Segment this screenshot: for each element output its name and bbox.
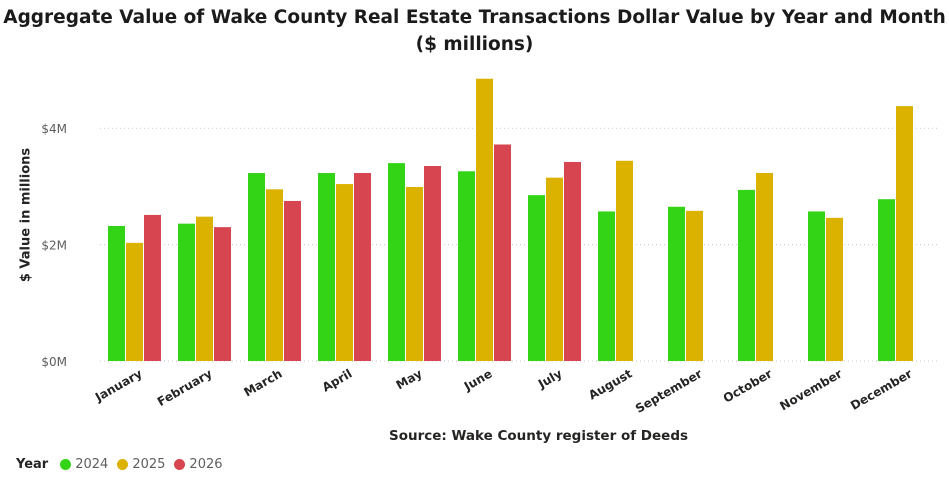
legend-marker-2024 (60, 459, 72, 470)
x-tick-label: November (777, 366, 844, 413)
x-tick-label: August (586, 366, 635, 402)
x-tick-label: September (633, 366, 705, 415)
legend-marker-2026 (174, 459, 186, 470)
legend-item-2024[interactable]: 2024 (60, 457, 108, 472)
bar-2024-september[interactable] (668, 206, 685, 361)
bar-2024-december[interactable] (878, 199, 895, 361)
bar-2025-november[interactable] (826, 217, 843, 361)
legend-title: Year (16, 457, 49, 472)
bar-2025-march[interactable] (266, 189, 283, 361)
legend-item-2026[interactable]: 2026 (174, 457, 223, 472)
x-tick-label: June (461, 366, 495, 393)
y-tick-label: $4M (41, 122, 67, 136)
bar-2025-june[interactable] (476, 78, 493, 361)
legend-label-2025: 2025 (132, 457, 166, 472)
x-tick-label: May (394, 366, 425, 392)
bar-2026-february[interactable] (214, 227, 231, 361)
bar-2024-october[interactable] (738, 189, 755, 361)
legend-item-2025[interactable]: 2025 (117, 457, 165, 472)
bar-2026-april[interactable] (354, 173, 371, 361)
legend-marker-2025 (117, 459, 129, 470)
x-tick-label: February (155, 366, 215, 409)
bar-2024-november[interactable] (808, 211, 825, 361)
x-tick-label: January (92, 366, 145, 404)
legend-label-2024: 2024 (75, 457, 109, 472)
bar-2024-january[interactable] (108, 225, 125, 361)
bar-2025-october[interactable] (756, 173, 773, 361)
bar-2024-february[interactable] (178, 223, 195, 361)
bar-2026-july[interactable] (564, 161, 581, 361)
bar-2025-may[interactable] (406, 186, 423, 361)
bar-2025-july[interactable] (546, 177, 563, 361)
y-tick-label: $2M (41, 239, 67, 253)
chart-title: Aggregate Value of Wake County Real Esta… (3, 7, 946, 55)
bar-chart: $0M $2M $4M January February March April May Jun… (41, 78, 940, 416)
bar-2025-december[interactable] (896, 106, 913, 361)
legend-label-2026: 2026 (189, 457, 223, 472)
bar-2024-may[interactable] (388, 163, 405, 361)
x-tick-label: July (535, 366, 565, 391)
x-tick-label: April (320, 366, 355, 394)
bar-2025-april[interactable] (336, 184, 353, 361)
x-tick-label: December (848, 366, 914, 412)
y-tick-label: $0M (41, 355, 67, 369)
bar-2026-january[interactable] (144, 214, 161, 361)
legend: Year 2024 2025 2026 (16, 457, 232, 472)
x-axis-label: Source: Wake County register of Deeds (388, 428, 689, 444)
bar-2024-april[interactable] (318, 173, 335, 361)
bar-2026-march[interactable] (284, 200, 301, 361)
bar-2026-may[interactable] (424, 166, 441, 361)
bar-2024-june[interactable] (458, 171, 475, 361)
bar-2024-august[interactable] (598, 211, 615, 361)
bar-2026-june[interactable] (494, 144, 511, 361)
bar-2025-february[interactable] (196, 216, 213, 361)
x-tick-label: March (241, 366, 284, 399)
bar-2024-july[interactable] (528, 195, 545, 361)
bar-2025-january[interactable] (126, 242, 143, 361)
bar-2024-march[interactable] (248, 173, 265, 361)
x-tick-label: October (721, 366, 775, 405)
bar-2025-august[interactable] (616, 160, 633, 361)
bar-2025-september[interactable] (686, 210, 703, 361)
